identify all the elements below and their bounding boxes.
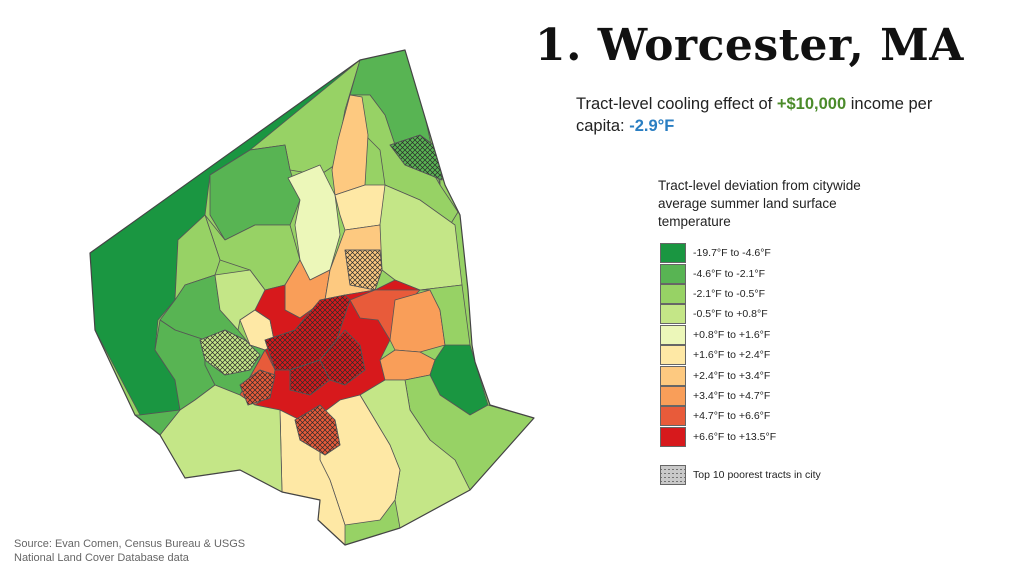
legend-swatch: [660, 243, 686, 264]
legend-swatch: [660, 426, 686, 447]
effect-value: -2.9°F: [629, 117, 675, 135]
subtitle-middle: income per capita:: [576, 95, 933, 135]
page-title: 1. Worcester, MA: [535, 20, 964, 71]
legend-swatch: [660, 304, 686, 325]
legend-swatch: [660, 324, 686, 345]
legend-item: +3.4°F to +4.7°F: [660, 385, 776, 406]
legend-swatch: [660, 345, 686, 366]
legend-title: Tract-level deviation from citywide aver…: [658, 178, 861, 229]
legend-label: -4.6°F to -2.1°F: [693, 267, 766, 280]
legend-label: -19.7°F to -4.6°F: [693, 247, 771, 260]
legend-label: +6.6°F to +13.5°F: [693, 430, 777, 443]
legend: -19.7°F to -4.6°F -4.6°F to -2.1°F -2.1°F …: [660, 243, 776, 447]
legend-label: -2.1°F to -0.5°F: [693, 287, 766, 300]
legend-item: +0.8°F to +1.6°F: [660, 324, 776, 345]
source-note: Source: Evan Comen, Census Bureau & USGS…: [14, 537, 314, 565]
legend-item: +2.4°F to +3.4°F: [660, 365, 776, 386]
legend-label: -0.5°F to +0.8°F: [693, 308, 768, 321]
income-value: +$10,000: [776, 95, 847, 113]
legend-item: -4.6°F to -2.1°F: [660, 263, 776, 284]
legend-item: +6.6°F to +13.5°F: [660, 426, 777, 447]
hatch-swatch: [660, 465, 686, 485]
legend-item-poor-tracts: Top 10 poorest tracts in city: [660, 465, 821, 485]
tract: [209, 144, 301, 241]
legend-item: -2.1°F to -0.5°F: [660, 283, 776, 304]
legend-item: +1.6°F to +2.4°F: [660, 345, 776, 366]
legend-label: +3.4°F to +4.7°F: [693, 389, 771, 402]
legend-swatch: [660, 406, 686, 427]
source-line: National Land Cover Database data: [14, 552, 189, 564]
legend-swatch: [660, 283, 686, 304]
legend-swatch: [660, 263, 686, 284]
subtitle-prefix: Tract-level cooling effect of: [576, 95, 777, 113]
legend-swatch: [660, 385, 686, 406]
legend-label: +0.8°F to +1.6°F: [693, 328, 771, 341]
source-line: Source: Evan Comen, Census Bureau & USGS: [14, 538, 246, 550]
legend-swatch: [660, 365, 686, 386]
legend-label: Top 10 poorest tracts in city: [693, 469, 821, 481]
legend-item: +4.7°F to +6.6°F: [660, 406, 776, 427]
legend-label: +2.4°F to +3.4°F: [693, 369, 771, 382]
legend-label: +4.7°F to +6.6°F: [693, 410, 771, 423]
subtitle: Tract-level cooling effect of +$10,000 i…: [576, 93, 976, 137]
legend-label: +1.6°F to +2.4°F: [693, 349, 771, 362]
legend-item: -0.5°F to +0.8°F: [660, 304, 776, 325]
legend-item: -19.7°F to -4.6°F: [660, 243, 776, 264]
